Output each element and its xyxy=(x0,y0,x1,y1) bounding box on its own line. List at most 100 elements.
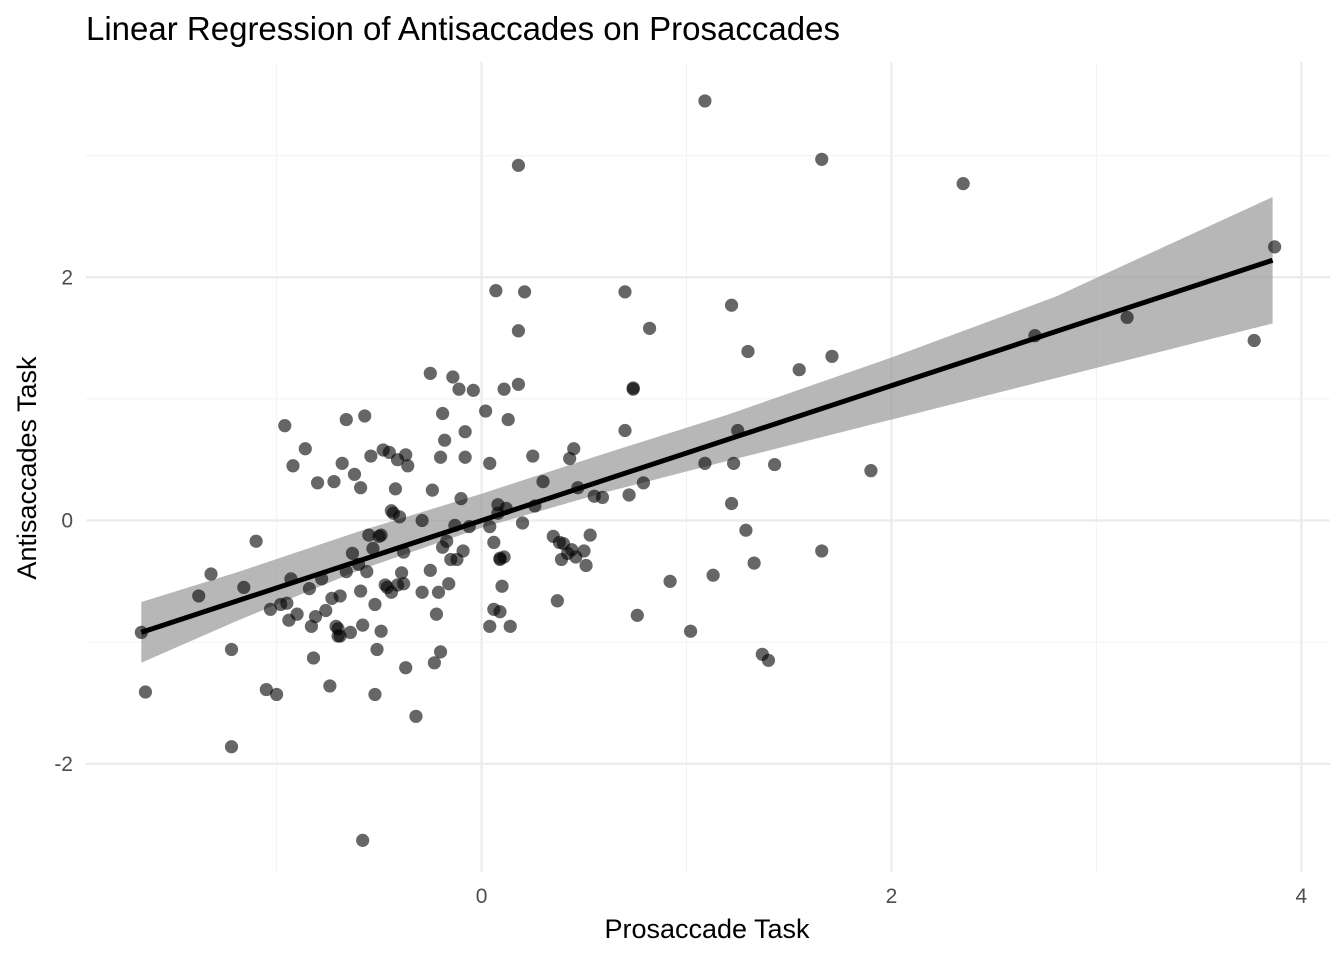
data-point xyxy=(792,363,806,377)
data-point xyxy=(362,528,376,542)
data-point xyxy=(354,481,368,495)
data-point xyxy=(1120,310,1134,325)
confidence-band xyxy=(141,197,1273,663)
data-point xyxy=(636,476,651,490)
data-point xyxy=(497,550,511,564)
data-point xyxy=(825,349,839,363)
data-point xyxy=(335,456,349,470)
data-point xyxy=(429,607,444,621)
data-point xyxy=(368,597,382,612)
data-point xyxy=(626,381,640,395)
data-point xyxy=(1247,333,1261,348)
data-point xyxy=(423,366,437,380)
x-axis-title: Prosaccade Task xyxy=(604,914,810,944)
data-point xyxy=(278,419,292,433)
data-point xyxy=(425,483,439,497)
data-point xyxy=(503,619,517,633)
data-point xyxy=(364,449,378,463)
data-point xyxy=(327,474,341,489)
data-point xyxy=(308,609,323,624)
data-point xyxy=(345,546,360,560)
data-point xyxy=(511,158,526,172)
data-point xyxy=(768,457,782,472)
data-point xyxy=(864,464,878,478)
data-point xyxy=(224,740,239,754)
x-tick-label: 2 xyxy=(886,885,898,908)
data-point xyxy=(370,642,384,657)
y-tick-label: 2 xyxy=(61,266,73,289)
grid xyxy=(86,62,1330,872)
data-point xyxy=(458,425,472,439)
data-point xyxy=(356,833,370,847)
data-point xyxy=(724,496,739,511)
data-point xyxy=(483,619,497,633)
data-point xyxy=(431,585,446,599)
data-point xyxy=(487,535,501,550)
data-point xyxy=(483,456,497,470)
data-point xyxy=(409,709,423,723)
data-point xyxy=(237,580,251,595)
data-point xyxy=(497,382,511,396)
data-point xyxy=(269,687,284,702)
data-point xyxy=(138,685,153,699)
data-point xyxy=(739,523,753,537)
data-point xyxy=(747,556,761,570)
data-point xyxy=(333,589,347,603)
data-point xyxy=(550,594,564,608)
data-point xyxy=(489,284,503,298)
data-point xyxy=(618,423,632,438)
fit-line-layer xyxy=(140,257,1274,635)
data-point xyxy=(366,541,380,556)
data-point xyxy=(347,467,362,481)
data-point xyxy=(536,474,550,489)
data-point xyxy=(433,645,448,659)
data-point xyxy=(511,324,526,338)
data-point xyxy=(356,618,370,632)
data-point xyxy=(192,589,206,603)
data-point xyxy=(280,596,294,610)
data-point xyxy=(259,682,273,697)
data-point xyxy=(298,442,312,456)
y-axis-title: Antisaccades Task xyxy=(12,356,42,580)
data-point xyxy=(630,608,644,622)
data-point xyxy=(388,482,403,496)
data-point xyxy=(698,94,712,108)
regression-line xyxy=(140,257,1274,635)
y-tick-label: -2 xyxy=(54,753,73,776)
data-point xyxy=(286,459,300,473)
data-point xyxy=(415,585,429,599)
chart-title: Linear Regression of Antisaccades on Pro… xyxy=(86,10,840,47)
data-point xyxy=(440,534,454,548)
data-point xyxy=(761,653,776,667)
data-point xyxy=(343,625,357,640)
data-point xyxy=(618,285,632,299)
data-point xyxy=(302,582,316,596)
data-points xyxy=(134,94,1282,847)
data-point xyxy=(360,564,374,579)
data-point xyxy=(397,577,411,591)
data-point xyxy=(663,574,677,588)
data-point xyxy=(224,642,239,657)
data-point xyxy=(323,679,337,693)
data-point xyxy=(517,285,532,299)
data-point xyxy=(495,579,509,593)
data-point xyxy=(399,448,413,462)
data-point xyxy=(583,528,597,542)
data-point xyxy=(310,476,325,490)
data-point xyxy=(724,298,739,312)
data-point xyxy=(567,442,581,456)
data-point xyxy=(306,651,321,665)
data-point xyxy=(511,377,526,391)
data-point xyxy=(249,534,263,548)
data-point xyxy=(339,412,353,427)
data-point xyxy=(493,605,507,619)
data-point xyxy=(433,450,448,464)
data-point xyxy=(427,656,442,670)
data-point xyxy=(579,558,593,573)
data-point xyxy=(741,344,755,359)
data-point xyxy=(458,450,472,464)
data-point xyxy=(374,528,388,542)
data-point xyxy=(727,456,741,470)
data-point xyxy=(395,566,409,580)
